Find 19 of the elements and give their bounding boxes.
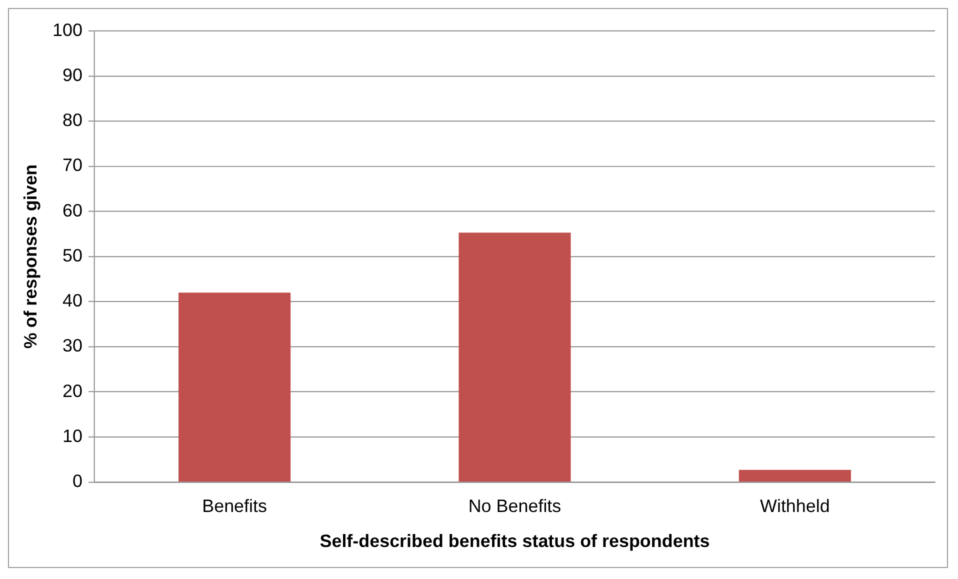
x-axis-title: Self-described benefits status of respondents bbox=[320, 531, 710, 552]
y-tick-label: 30 bbox=[62, 336, 82, 356]
x-tick-label: Withheld bbox=[760, 496, 830, 516]
y-tick-label: 80 bbox=[62, 110, 82, 130]
y-tick-label: 0 bbox=[72, 471, 82, 492]
y-tick-label: 10 bbox=[62, 426, 82, 446]
y-tick-label: 50 bbox=[62, 245, 82, 266]
y-tick-label: 70 bbox=[62, 155, 82, 176]
y-tick-label: 60 bbox=[62, 200, 82, 220]
x-tick-label: No Benefits bbox=[468, 496, 562, 516]
bar bbox=[738, 470, 851, 482]
bar bbox=[458, 232, 571, 482]
y-axis-title: % of responses given bbox=[20, 164, 41, 349]
x-tick-label: Benefits bbox=[202, 496, 267, 516]
bar bbox=[178, 292, 291, 482]
y-tick-label: 100 bbox=[52, 20, 82, 40]
y-tick-label: 90 bbox=[62, 65, 82, 85]
y-tick-label: 20 bbox=[62, 380, 82, 401]
y-tick-label: 40 bbox=[62, 290, 82, 311]
